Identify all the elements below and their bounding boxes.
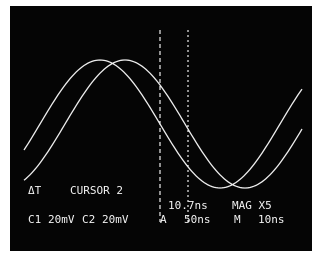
cursor-label: CURSOR 2	[70, 184, 123, 197]
m-time: 10ns	[258, 213, 285, 226]
delta-t-label: ΔT	[28, 184, 42, 197]
a-label: A	[160, 213, 167, 226]
channel-name: C1	[28, 213, 41, 226]
a-time: 50ns	[184, 213, 211, 226]
m-label: M	[234, 213, 241, 226]
channel-scale: 20mV	[102, 213, 129, 226]
channel-name: C2	[82, 213, 95, 226]
mag-readout: MAG X5	[232, 199, 272, 212]
oscilloscope-screen: ΔT CURSOR 2 10.7ns MAG X5 C1 20mV C2 20m…	[0, 0, 318, 255]
time-readout: 10.7ns	[168, 199, 208, 212]
channel-scale: 20mV	[48, 213, 75, 226]
